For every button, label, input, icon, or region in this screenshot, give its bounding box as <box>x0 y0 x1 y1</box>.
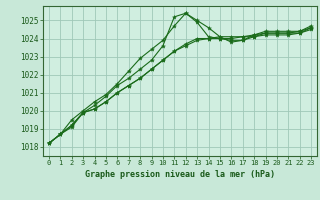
X-axis label: Graphe pression niveau de la mer (hPa): Graphe pression niveau de la mer (hPa) <box>85 170 275 179</box>
